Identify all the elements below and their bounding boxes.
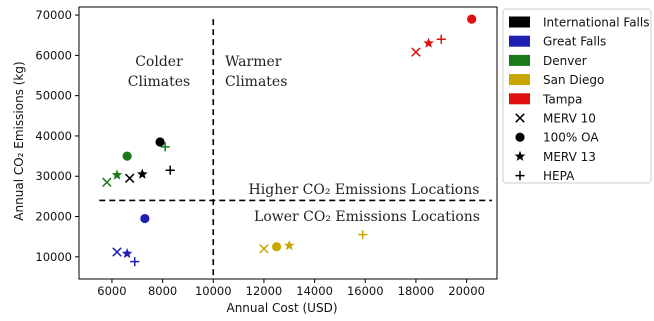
x-tick-label: 8000 bbox=[148, 284, 177, 298]
y-tick-label: 20000 bbox=[35, 210, 72, 224]
y-tick-label: 30000 bbox=[35, 169, 72, 183]
data-point-denver-hepa bbox=[160, 142, 170, 152]
legend-frame bbox=[502, 8, 652, 184]
x-tick-label: 10000 bbox=[195, 284, 232, 298]
data-point-great-falls-hepa bbox=[130, 257, 140, 267]
data-point-great-falls-merv-10 bbox=[112, 247, 122, 257]
data-point-san-diego-merv-13 bbox=[283, 239, 295, 251]
data-point-san-diego-100-oa bbox=[272, 242, 282, 252]
data-point-tampa-merv-13 bbox=[423, 37, 434, 48]
legend-marker-icon bbox=[515, 113, 525, 123]
colder-label-line1: Colder bbox=[135, 54, 183, 70]
legend-label: Denver bbox=[543, 54, 587, 68]
legend-items: International Falls Great Falls Denver San … bbox=[509, 16, 649, 183]
data-point-tampa-hepa bbox=[436, 34, 446, 44]
legend-label: San Diego bbox=[543, 73, 604, 87]
data-point-great-falls-100-oa bbox=[140, 213, 150, 224]
lower-emissions-label: Lower CO₂ Emissions Locations bbox=[254, 209, 480, 225]
region-annotations: Colder Climates Warmer Climates Higher C… bbox=[128, 54, 480, 225]
x-tick-label: 20000 bbox=[448, 284, 485, 298]
legend-marker-icon bbox=[514, 150, 526, 161]
colder-label-line2: Climates bbox=[128, 74, 190, 90]
data-point-international-falls-merv-13 bbox=[137, 168, 148, 179]
axis-titles: Annual Cost (USD) Annual CO₂ Emissions (… bbox=[12, 61, 338, 315]
y-tick-label: 70000 bbox=[35, 8, 72, 22]
legend-swatch bbox=[509, 93, 530, 105]
higher-emissions-label: Higher CO₂ Emissions Locations bbox=[249, 182, 480, 198]
data-point-denver-merv-13 bbox=[111, 169, 123, 180]
legend-label: MERV 10 bbox=[543, 112, 596, 126]
x-tick-label: 18000 bbox=[398, 284, 435, 298]
legend-label: 100% OA bbox=[543, 131, 599, 145]
legend-label: HEPA bbox=[543, 169, 575, 183]
plot-area: 6000 8000 10000 12000 14000 16000 18000 20000 10… bbox=[35, 6, 498, 298]
legend-swatch bbox=[509, 16, 530, 28]
legend-swatch bbox=[509, 35, 530, 47]
y-tick-label: 10000 bbox=[35, 250, 72, 264]
data-point-tampa-merv-10 bbox=[411, 47, 421, 57]
legend-swatch bbox=[509, 74, 530, 86]
legend-label: Tampa bbox=[542, 92, 582, 106]
x-tick-label: 12000 bbox=[246, 284, 283, 298]
x-tick-label: 6000 bbox=[97, 284, 126, 298]
data-point-denver-100-oa bbox=[122, 151, 132, 161]
legend-label: International Falls bbox=[543, 16, 649, 30]
data-point-denver-merv-10 bbox=[102, 177, 112, 188]
data-point-san-diego-hepa bbox=[358, 230, 368, 240]
legend-marker-icon bbox=[515, 132, 525, 142]
legend-swatch bbox=[509, 54, 530, 66]
y-axis-title: Annual CO₂ Emissions (kg) bbox=[12, 61, 26, 220]
axes-frame bbox=[78, 6, 498, 280]
legend-marker-icon bbox=[515, 171, 525, 181]
legend-label: MERV 13 bbox=[543, 150, 596, 164]
warmer-label-line2: Climates bbox=[225, 74, 287, 90]
data-point-international-falls-merv-10 bbox=[124, 173, 135, 183]
warmer-label-line1: Warmer bbox=[225, 54, 282, 70]
x-tick-label: 16000 bbox=[347, 284, 384, 298]
data-point-international-falls-hepa bbox=[165, 165, 175, 175]
data-point-san-diego-merv-10 bbox=[259, 244, 269, 254]
data-point-international-falls-100-oa bbox=[155, 137, 165, 147]
data-point-tampa-100-oa bbox=[467, 14, 477, 24]
legend: International Falls Great Falls Denver San … bbox=[502, 8, 652, 184]
y-tick-label: 40000 bbox=[35, 129, 72, 143]
data-point-great-falls-merv-13 bbox=[121, 248, 133, 259]
legend-label: Great Falls bbox=[543, 35, 606, 49]
x-axis-title: Annual Cost (USD) bbox=[226, 301, 337, 315]
x-tick-label: 14000 bbox=[296, 284, 333, 298]
y-tick-label: 50000 bbox=[35, 89, 72, 103]
y-tick-label: 60000 bbox=[35, 48, 72, 62]
